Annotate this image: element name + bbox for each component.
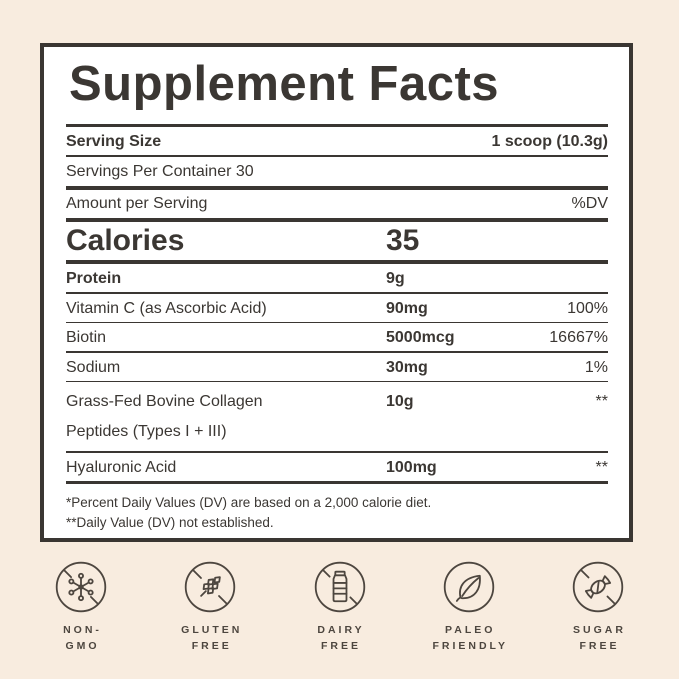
badge-label-line2: FRIENDLY [432, 640, 509, 652]
badge-label-line1: DAIRY [317, 624, 365, 636]
badge-sugar-free: SUGAR FREE [547, 560, 649, 654]
footnote-divider [66, 480, 608, 484]
nutrient-name: Grass-Fed Bovine Collagen [66, 393, 263, 410]
nutrient-name: Vitamin C (as Ascorbic Acid) [66, 299, 267, 317]
nutrient-name: Protein [66, 270, 122, 287]
nutrient-amount: 10g [386, 393, 414, 410]
divider [66, 351, 608, 353]
amount-per-serving-label: Amount per Serving [66, 195, 208, 212]
badge-paleo-friendly: PALEO FRIENDLY [418, 560, 520, 654]
candy-crossed-icon [572, 561, 624, 613]
nutrient-row-sodium: Sodium 30mg 1% [66, 353, 608, 381]
panel-title: Supplement Facts [69, 57, 500, 111]
footnote-not-established: **Daily Value (DV) not established. [66, 514, 274, 530]
title-divider [66, 124, 608, 127]
nutrient-name: Sodium [66, 358, 121, 376]
dv-header-label: %DV [571, 195, 608, 212]
nutrient-amount: 30mg [386, 358, 428, 376]
nutrient-dv: 100% [567, 299, 608, 317]
badge-label-line1: SUGAR [573, 624, 626, 636]
thick-divider [66, 186, 608, 190]
nutrient-amount: 9g [386, 270, 405, 287]
badge-label-line2: FREE [320, 640, 361, 652]
non-gmo-molecule-crossed-icon [55, 561, 107, 613]
nutrient-name: Hyaluronic Acid [66, 458, 177, 476]
footnotes: *Percent Daily Values (DV) are based on … [66, 493, 608, 533]
nutrient-dv: 1% [584, 358, 608, 376]
nutrient-dv: 16667% [549, 329, 608, 346]
servings-per-container-text: Servings Per Container 30 [66, 163, 254, 180]
divider [66, 292, 608, 294]
badge-gluten-free: GLUTEN FREE [159, 560, 261, 654]
badge-non-gmo: NON- GMO [30, 560, 132, 654]
divider [66, 321, 608, 323]
nutrient-amount: 5000mcg [386, 329, 455, 346]
nutrient-dv: ** [595, 393, 608, 410]
badge-label-line1: NON- [63, 624, 102, 636]
badge-dairy-free: DAIRY FREE [289, 560, 391, 654]
calories-value: 35 [386, 224, 420, 257]
footnote-daily-values: *Percent Daily Values (DV) are based on … [66, 494, 432, 510]
nutrient-name: Biotin [66, 329, 107, 346]
calories-label: Calories [66, 224, 185, 257]
milk-bottle-crossed-icon [314, 561, 365, 613]
divider [66, 155, 608, 157]
badge-label-line1: GLUTEN [181, 624, 243, 636]
serving-size-label: Serving Size [66, 133, 162, 150]
calories-row: Calories 35 [66, 222, 608, 260]
nutrient-row-biotin: Biotin 5000mcg 16667% [66, 323, 608, 351]
divider [66, 380, 608, 382]
amount-header-row: Amount per Serving %DV [66, 190, 608, 218]
thick-divider [66, 260, 608, 264]
nutrient-row-vitamin-c: Vitamin C (as Ascorbic Acid) 90mg 100% [66, 294, 608, 322]
divider [66, 451, 608, 453]
thick-divider [66, 218, 608, 222]
nutrient-dv: ** [595, 458, 608, 476]
nutrient-amount: 100mg [386, 458, 437, 476]
badge-row: NON- GMO GLUTEN FREE [0, 560, 679, 654]
nutrient-amount: 90mg [386, 299, 428, 317]
badge-label-line1: PALEO [445, 624, 496, 636]
leaf-icon [443, 561, 494, 613]
badge-label-line2: FREE [579, 640, 620, 652]
supplement-facts-panel: Supplement Facts Serving Size 1 scoop (1… [40, 43, 633, 542]
serving-size-row: Serving Size 1 scoop (10.3g) [66, 127, 608, 155]
servings-per-container-row: Servings Per Container 30 [66, 157, 608, 186]
badge-label-line2: GMO [65, 640, 100, 652]
nutrient-row-protein: Protein 9g [66, 264, 608, 292]
nutrient-row-collagen: Grass-Fed Bovine Collagen Peptides (Type… [66, 382, 608, 451]
nutrient-name-line2: Peptides (Types I + III) [66, 423, 227, 440]
nutrient-row-hyaluronic-acid: Hyaluronic Acid 100mg ** [66, 453, 608, 481]
serving-size-value: 1 scoop (10.3g) [491, 133, 608, 150]
badge-label-line2: FREE [191, 640, 232, 652]
wheat-crossed-icon [185, 561, 236, 613]
